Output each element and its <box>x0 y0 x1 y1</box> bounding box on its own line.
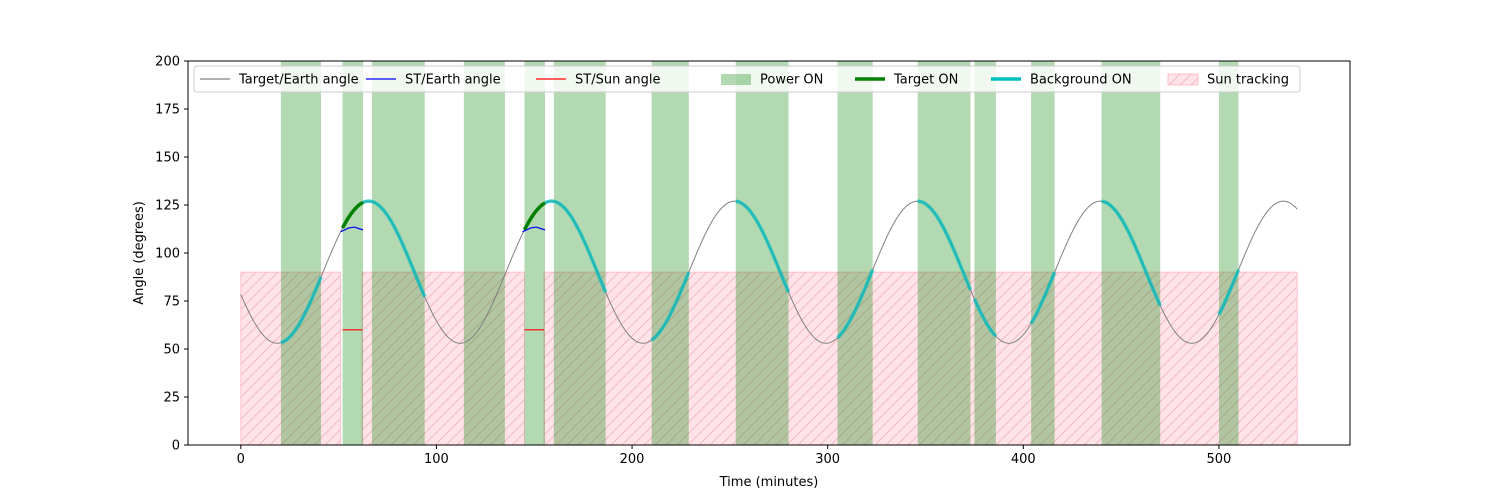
background-on-segment <box>1217 269 1241 316</box>
legend-label-target_earth: Target/Earth angle <box>238 73 359 88</box>
y-tick-label: 0 <box>172 439 180 454</box>
sun-tracking-hatch <box>240 271 342 445</box>
power-on-band <box>371 61 425 445</box>
axes: 0 100 200 300 400 500 0 25 50 75 100 125 150 175 200 <box>155 55 1231 468</box>
legend-label-target_on: Target ON <box>893 73 958 88</box>
power-on-band <box>735 61 789 445</box>
y-tick-label: 50 <box>163 343 180 358</box>
y-axis-label: Angle (degrees) <box>132 201 147 305</box>
power-on-band <box>1031 61 1055 445</box>
legend-box <box>193 65 1301 93</box>
power-on-band <box>1218 61 1239 445</box>
x-tick-label: 400 <box>1011 452 1036 467</box>
plot-area <box>240 61 1298 445</box>
x-axis-label: Time (minutes) <box>719 475 819 490</box>
legend-swatch-power_on <box>721 74 751 85</box>
background-on-segment <box>1101 199 1162 307</box>
legend-label-st_earth: ST/Earth angle <box>405 73 501 88</box>
y-tick-label: 75 <box>163 295 180 310</box>
legend-swatch-hatch <box>1168 74 1198 85</box>
x-tick-label: 500 <box>1207 452 1232 467</box>
legend-label-background_on: Background ON <box>1030 73 1132 88</box>
x-tick-label: 200 <box>620 452 645 467</box>
background-on-segment <box>544 199 608 293</box>
power-on-band <box>837 61 873 445</box>
background-on-segment <box>735 199 791 293</box>
power-on-band <box>280 61 322 445</box>
background-on-segment <box>1029 271 1057 325</box>
st-earth-angle-line <box>340 226 364 233</box>
y-tick-label: 175 <box>155 103 180 118</box>
y-tick-label: 200 <box>155 55 180 70</box>
x-tick-label: 300 <box>815 452 840 467</box>
y-tick-label: 125 <box>155 199 180 214</box>
y-tick-label: 150 <box>155 151 180 166</box>
sun-tracking-hatch <box>543 271 1298 445</box>
power-on-band <box>651 61 689 445</box>
power-on-band <box>1101 61 1161 445</box>
y-tick-label: 25 <box>163 391 180 406</box>
background-on-segment <box>280 276 323 345</box>
st-earth-angle-line <box>522 226 546 233</box>
background-on-segment <box>836 269 875 340</box>
background-on-segment <box>917 199 973 291</box>
y-tick-label: 100 <box>155 247 180 262</box>
x-tick-label: 100 <box>424 452 449 467</box>
power-on-band <box>974 61 996 445</box>
power-on-band <box>917 61 971 445</box>
power-on-band <box>342 61 364 445</box>
legend-label-sun_tracking: Sun tracking <box>1207 73 1289 88</box>
legend-label-st_sun: ST/Sun angle <box>575 73 661 88</box>
target-on-segment <box>522 201 546 231</box>
power-on-band <box>524 61 546 445</box>
power-on-band <box>463 61 505 445</box>
background-on-segment <box>362 199 427 298</box>
sun-tracking-hatch <box>361 271 525 445</box>
x-tick-label: 0 <box>237 452 245 467</box>
background-on-segment <box>972 298 998 338</box>
legend: Target/Earth angle ST/Earth angle ST/Sun a… <box>193 65 1301 93</box>
power-on-band <box>553 61 606 445</box>
background-on-segment <box>650 271 691 342</box>
target-on-segment <box>340 200 364 229</box>
legend-label-power_on: Power ON <box>760 73 823 88</box>
